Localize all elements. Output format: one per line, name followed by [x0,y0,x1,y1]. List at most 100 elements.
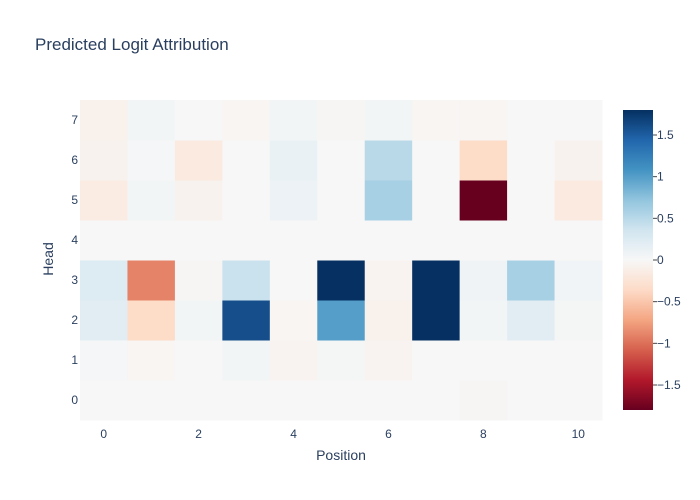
heatmap-cell [459,180,508,221]
heatmap-cell [269,180,318,221]
y-tick-label: 3 [71,273,78,287]
heatmap-cell [174,140,223,181]
colorbar-gradient [623,110,653,410]
heatmap-cell [174,180,223,221]
heatmap-cell [459,380,508,421]
heatmap-cell [507,180,556,221]
y-tick-label: 4 [71,233,78,247]
heatmap-cell [412,380,461,421]
heatmap-cell [364,260,413,301]
heatmap-cell [222,340,271,381]
heatmap-cell [459,100,508,141]
heatmap-cell [269,380,318,421]
x-tick-label: 4 [290,427,297,441]
heatmap-cell [222,380,271,421]
heatmap-cell [507,140,556,181]
heatmap-cell [507,380,556,421]
heatmap-cell [80,100,128,141]
heatmap-cell [80,140,128,181]
heatmap-cell [412,220,461,261]
heatmap-cell [412,100,461,141]
heatmap-cell [80,300,128,341]
heatmap-cell [364,380,413,421]
heatmap-cell [269,100,318,141]
y-axis-title: Head [40,242,56,275]
heatmap-cell [364,100,413,141]
heatmap-cell [80,180,128,221]
colorbar-tick-label: 1.5 [657,128,674,142]
heatmap-cell [317,180,366,221]
y-tick-label: 7 [71,113,78,127]
heatmap-cell [459,260,508,301]
heatmap-cell [174,220,223,261]
x-tick-label: 0 [100,427,107,441]
heatmap-cell [507,340,556,381]
heatmap-cell [412,300,461,341]
heatmap-cell [554,180,603,221]
heatmap-cell [507,100,556,141]
heatmap-cell [459,140,508,181]
heatmap-cell [364,180,413,221]
heatmap-cell [127,300,176,341]
heatmap-cell [222,260,271,301]
heatmap-cell [317,220,366,261]
heatmap-cell [269,140,318,181]
heatmap-cell [317,380,366,421]
heatmap-cell [507,220,556,261]
heatmap-cell [317,100,366,141]
heatmap-cell [412,340,461,381]
heatmap-cell [317,140,366,181]
colorbar: 1.5 1 0.5 0 −0.5 −1 −1.5 [623,110,681,410]
x-tick-label: 10 [572,427,586,441]
heatmap-cell [127,340,176,381]
y-tick-label: 5 [71,193,78,207]
heatmap-cell [174,340,223,381]
heatmap-cell [364,300,413,341]
heatmap-cell [412,180,461,221]
heatmap-cell [174,100,223,141]
heatmap-cell [317,300,366,341]
x-axis-title: Position [316,447,366,463]
heatmap-cell [317,340,366,381]
heatmap-cell [269,300,318,341]
heatmap-cell [222,140,271,181]
heatmap-cell [459,300,508,341]
colorbar-tick-label: −1 [657,336,671,350]
heatmap-cell [507,260,556,301]
heatmap-cell [80,220,128,261]
x-axis-ticks: 0 2 4 6 8 10 [100,427,585,441]
y-tick-label: 0 [71,393,78,407]
heatmap-cell [554,380,603,421]
heatmap-cell [364,220,413,261]
heatmap-cell [127,180,176,221]
plot-area [80,100,603,421]
heatmap-cell [222,180,271,221]
heatmap-cell [127,260,176,301]
heatmap-cell [412,260,461,301]
heatmap-cell [127,220,176,261]
colorbar-tick-label: 1 [657,170,664,184]
y-axis-ticks: 0 1 2 3 4 5 6 7 [71,113,78,407]
heatmap-cell [412,140,461,181]
heatmap-cell [554,220,603,261]
heatmap-cell [554,340,603,381]
heatmap-cell [222,220,271,261]
colorbar-tick-label: 0.5 [657,211,674,225]
y-tick-label: 2 [71,313,78,327]
heatmap-cell [364,340,413,381]
heatmap-cell [222,300,271,341]
heatmap-cell [459,220,508,261]
heatmap-cell [269,260,318,301]
heatmap-cell [507,300,556,341]
x-tick-label: 2 [195,427,202,441]
heatmap-cell [174,300,223,341]
heatmap-cell [80,260,128,301]
heatmap-cell [364,140,413,181]
heatmap-cell [554,140,603,181]
x-tick-label: 8 [480,427,487,441]
heatmap-cell [269,340,318,381]
heatmap-cell [317,260,366,301]
y-tick-label: 1 [71,353,78,367]
heatmap-cell [554,300,603,341]
